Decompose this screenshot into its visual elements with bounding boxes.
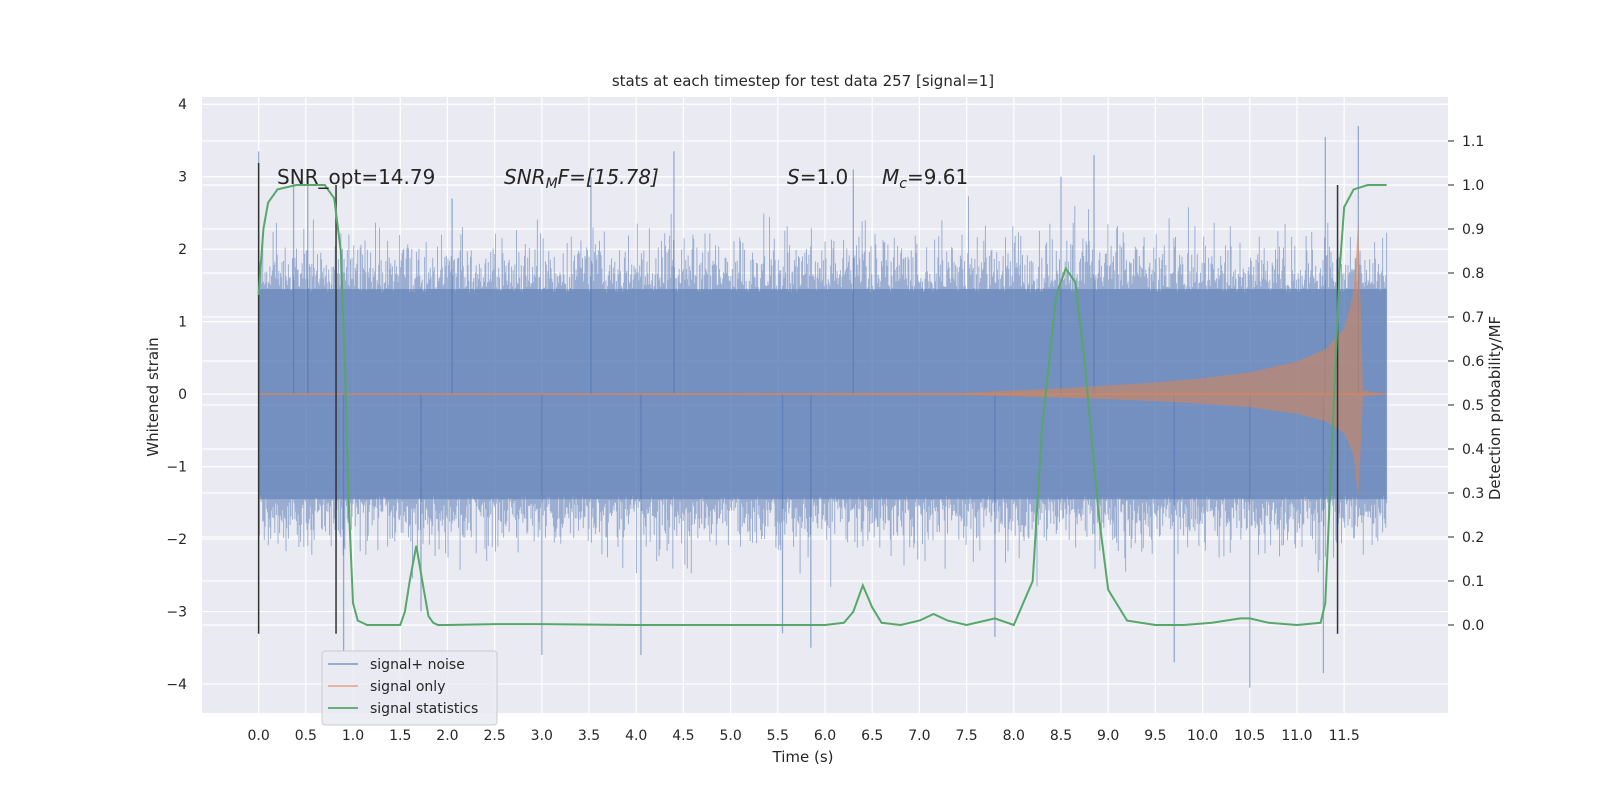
vertical-markers [257,163,1339,634]
legend-label-signal-statistics: signal statistics [370,701,478,717]
legend-box [321,650,498,726]
chart-title: stats at each timestep for test data 257… [612,72,994,90]
x-tick-label: 1.0 [342,728,364,744]
y-tick-label-left: −1 [166,460,187,476]
y-tick-label-right: 0.5 [1462,398,1484,414]
annotation-snr-mf: SNRMF=[15.78] [504,165,659,192]
legend: signal+ noise signal only signal statist… [321,650,498,726]
x-tick-label: 9.0 [1097,728,1119,744]
y-tick-label-right: 1.1 [1462,134,1484,150]
y-tick-label-right: 0.9 [1462,222,1484,238]
x-tick-label: 1.5 [389,728,411,744]
y-tick-label-right: 0.4 [1462,442,1484,458]
annotations: SNR_opt=14.79 SNRMF=[15.78] S=1.0 Mc=9.6… [277,165,968,192]
y-tick-label-right: 0.7 [1462,310,1484,326]
x-tick-label: 9.5 [1144,728,1166,744]
series-signal-statistics [257,184,1387,627]
signal-statistics-line [257,184,1387,627]
x-axis-label: Time (s) [772,748,834,766]
x-tick-label: 2.5 [483,728,505,744]
x-tick-label: 4.5 [672,728,694,744]
y-axis-label-left: Whitened strain [144,337,162,456]
y-tick-label-right: 0.2 [1462,530,1484,546]
y-tick-label-right: 0.3 [1462,486,1484,502]
x-tick-label: 5.0 [719,728,741,744]
tick-labels: 0.0 0.5 1.0 1.5 2.0 2.5 3.0 3.5 4.0 4.5 5.0 5.5 6.0 6… [166,97,1484,744]
legend-label-signal-plus-noise: signal+ noise [370,657,465,673]
y-tick-label-left: −4 [166,677,187,693]
y-tick-label-left: 4 [178,97,187,113]
series-signal-only [258,220,1387,499]
y-axis-label-right: Detection probability/MF [1486,316,1504,500]
y-tick-label-right: 0.8 [1462,266,1484,282]
x-tick-label: 8.0 [1003,728,1025,744]
x-tick-label: 10.0 [1187,728,1218,744]
x-tick-label: 0.5 [295,728,317,744]
x-tick-label: 0.0 [248,728,270,744]
x-tick-label: 7.5 [955,728,977,744]
x-tick-label: 2.0 [436,728,458,744]
x-tick-label: 3.0 [531,728,553,744]
x-tick-label: 7.0 [908,728,930,744]
y-tick-label-left: 2 [178,242,187,258]
y-tick-label-right: 0.1 [1462,574,1484,590]
legend-label-signal-only: signal only [370,679,445,695]
x-tick-label: 11.0 [1281,728,1312,744]
x-tick-label: 11.5 [1329,728,1360,744]
y-tick-label-right: 0.0 [1462,618,1484,634]
x-tick-label: 4.0 [625,728,647,744]
annotation-snr-opt: SNR_opt=14.79 [277,165,435,189]
x-tick-label: 6.5 [861,728,883,744]
y-tick-label-left: 3 [178,170,187,186]
y-tick-label-right: 1.0 [1462,178,1484,194]
y-tick-label-left: −3 [166,605,187,621]
y-tick-label-left: 0 [178,387,187,403]
x-tick-label: 3.5 [578,728,600,744]
x-tick-label: 10.5 [1234,728,1265,744]
annotation-mc: Mc=9.61 [882,165,968,192]
x-tick-label: 6.0 [814,728,836,744]
y-tick-label-left: 1 [178,315,187,331]
y-tick-label-left: −2 [166,532,187,548]
x-tick-label: 5.5 [767,728,789,744]
annotation-s: S=1.0 [787,165,848,189]
y-tick-label-right: 0.6 [1462,354,1484,370]
x-tick-label: 8.5 [1050,728,1072,744]
